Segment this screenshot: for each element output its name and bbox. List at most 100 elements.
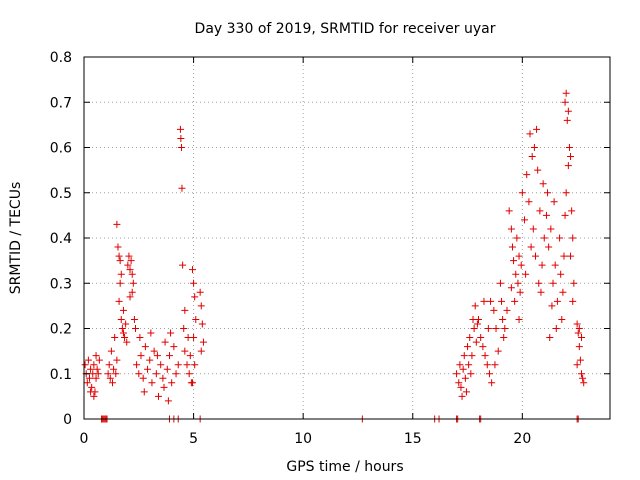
data-point <box>197 347 205 355</box>
data-point <box>535 279 543 287</box>
data-point <box>547 225 555 233</box>
data-point <box>515 315 523 323</box>
data-point <box>480 297 488 305</box>
data-point <box>512 270 520 278</box>
data-point <box>553 297 561 305</box>
data-point <box>481 352 489 360</box>
data-point <box>527 243 535 251</box>
data-point <box>186 352 194 360</box>
data-point <box>118 325 126 332</box>
data-points <box>81 89 588 423</box>
data-point <box>190 279 198 287</box>
data-point <box>113 220 121 228</box>
axis-ticks <box>83 56 610 420</box>
data-point <box>579 374 587 382</box>
data-point <box>168 379 176 387</box>
y-axis-label: SRMTID / TECUs <box>8 182 24 295</box>
data-point <box>167 329 175 337</box>
data-point <box>551 261 559 269</box>
data-point <box>87 365 95 373</box>
data-point <box>473 320 481 328</box>
data-point <box>460 352 468 360</box>
data-point <box>95 356 103 364</box>
data-point <box>115 297 123 305</box>
data-point <box>164 397 172 405</box>
data-point <box>84 356 92 364</box>
data-point <box>538 261 546 269</box>
data-point <box>539 180 547 188</box>
data-point <box>141 343 149 351</box>
data-point <box>574 329 582 337</box>
data-point <box>170 343 178 351</box>
data-point <box>177 134 185 142</box>
data-point <box>81 361 89 369</box>
data-point <box>500 334 508 342</box>
data-point <box>116 257 124 265</box>
data-point <box>488 379 496 387</box>
data-point <box>564 107 572 115</box>
data-point <box>568 207 576 215</box>
data-point <box>514 279 522 287</box>
data-point <box>87 388 95 396</box>
data-point <box>128 270 136 278</box>
y-tick-labels: 0 0.1 0.2 0.3 0.4 0.5 0.6 0.7 0.8 <box>50 50 72 428</box>
data-point <box>181 306 189 314</box>
data-point <box>516 288 524 296</box>
data-point <box>545 243 553 251</box>
data-point <box>121 334 129 342</box>
data-point <box>126 266 134 274</box>
data-point <box>534 166 542 174</box>
data-point <box>178 144 186 151</box>
data-point <box>157 361 165 369</box>
data-point <box>112 370 120 378</box>
data-point <box>525 198 533 206</box>
data-point <box>188 379 196 387</box>
data-point <box>110 365 118 373</box>
data-point <box>533 125 541 133</box>
data-point <box>85 374 93 382</box>
chart-title: Day 330 of 2019, SRMTID for receiver uya… <box>195 21 496 37</box>
data-point <box>176 125 184 133</box>
data-point <box>475 315 482 323</box>
data-point <box>129 279 137 287</box>
data-point <box>155 392 163 400</box>
data-point <box>117 315 125 323</box>
data-point <box>165 352 173 360</box>
data-point <box>135 370 143 378</box>
data-point <box>116 279 124 287</box>
data-point <box>119 306 127 314</box>
x-axis-label: GPS time / hours <box>286 459 403 475</box>
data-point <box>515 252 523 260</box>
data-point <box>510 257 518 265</box>
data-point <box>188 266 196 274</box>
data-point <box>459 365 467 373</box>
data-point <box>503 306 511 314</box>
data-point <box>140 388 148 396</box>
data-point <box>561 98 569 106</box>
data-point <box>92 374 100 382</box>
data-point <box>546 334 554 342</box>
data-point <box>461 374 469 382</box>
data-point <box>573 361 581 369</box>
data-point <box>468 352 476 360</box>
data-point <box>578 370 586 378</box>
data-point <box>172 370 180 378</box>
data-point <box>477 334 485 342</box>
data-point <box>457 383 465 391</box>
data-point <box>501 325 509 332</box>
data-point <box>464 343 472 351</box>
data-point <box>93 365 101 373</box>
data-point <box>561 211 569 219</box>
data-point <box>517 261 525 269</box>
data-point <box>526 130 534 138</box>
x-tick-label: 20 <box>513 431 531 447</box>
data-point <box>197 302 205 310</box>
data-point <box>117 270 125 278</box>
data-point <box>511 297 519 305</box>
data-point <box>562 189 570 197</box>
data-point <box>126 293 134 301</box>
data-point <box>125 252 133 260</box>
data-point <box>453 370 461 378</box>
data-point <box>490 306 498 314</box>
